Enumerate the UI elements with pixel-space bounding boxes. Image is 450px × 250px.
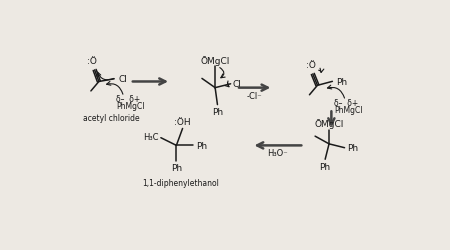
- Text: acetyl chloride: acetyl chloride: [83, 114, 140, 123]
- Text: PhMgCl: PhMgCl: [334, 105, 363, 114]
- Text: Ph: Ph: [196, 141, 207, 150]
- Text: PhMgCl: PhMgCl: [116, 102, 144, 110]
- Text: δ–  δ+: δ– δ+: [334, 98, 359, 107]
- Text: 1,1-diphenylethanol: 1,1-diphenylethanol: [142, 178, 219, 187]
- Text: -Cl⁻: -Cl⁻: [247, 92, 262, 100]
- Text: Ph: Ph: [347, 144, 358, 152]
- Text: Cl: Cl: [118, 75, 127, 84]
- Text: :ÖH: :ÖH: [174, 118, 191, 127]
- Text: δ–  δ+: δ– δ+: [116, 94, 140, 104]
- Text: Ph: Ph: [171, 164, 182, 172]
- Text: Ph: Ph: [212, 108, 223, 116]
- Text: H₃C: H₃C: [143, 133, 158, 142]
- Text: :Ö: :Ö: [87, 56, 97, 65]
- Text: Cl: Cl: [233, 79, 242, 88]
- Text: H₃O⁻: H₃O⁻: [268, 148, 288, 157]
- Text: :Ö: :Ö: [306, 60, 316, 69]
- Text: Ph: Ph: [336, 78, 347, 86]
- Text: ŌMgCl: ŌMgCl: [315, 118, 344, 128]
- Text: ŌMgCl: ŌMgCl: [200, 56, 230, 65]
- Text: Ph: Ph: [320, 162, 331, 171]
